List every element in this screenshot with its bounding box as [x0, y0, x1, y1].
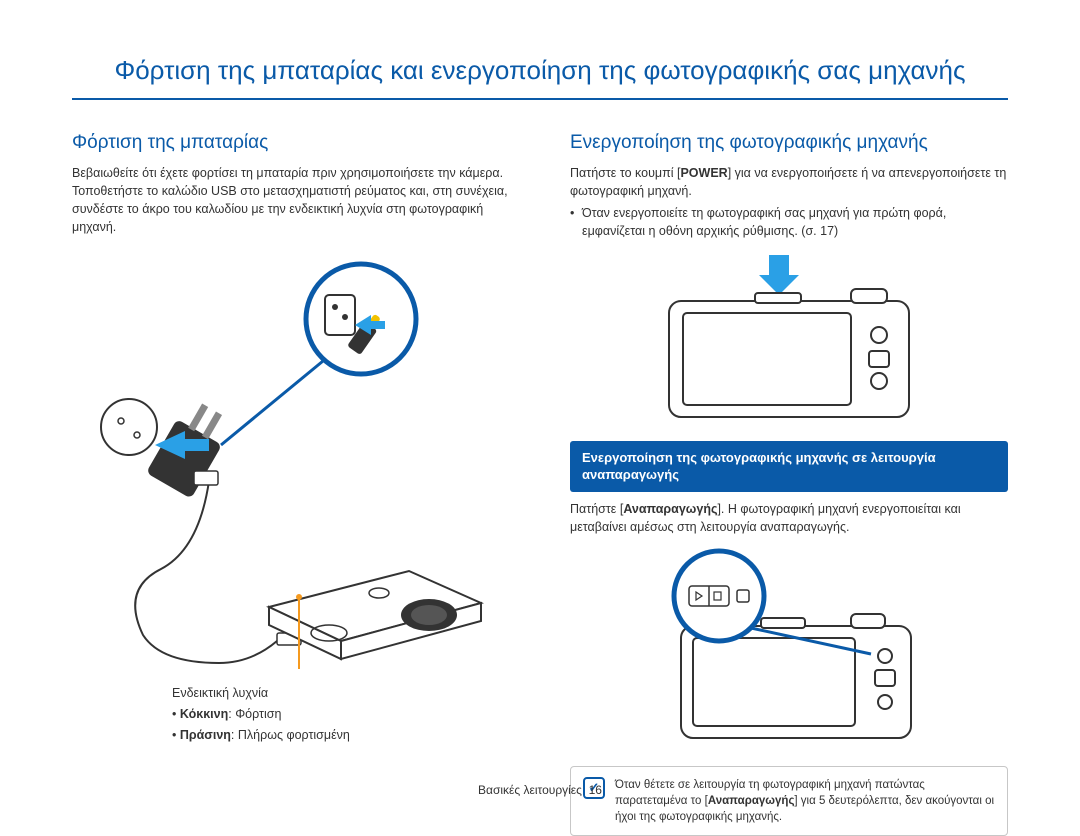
- red-label: Κόκκινη: [180, 707, 228, 721]
- note-box: ✓ Όταν θέτετε σε λειτουργία τη φωτογραφι…: [570, 766, 1008, 836]
- page-title: Φόρτιση της μπαταρίας και ενεργοποίηση τ…: [72, 55, 1008, 100]
- two-column-layout: Φόρτιση της μπαταρίας Βεβαιωθείτε ότι έχ…: [72, 132, 1008, 836]
- green-text: : Πλήρως φορτισμένη: [231, 728, 350, 742]
- para2-prefix: Πατήστε [: [570, 502, 623, 516]
- playback-diagram: [570, 548, 1008, 748]
- indicator-green-row: • Πράσινη: Πλήρως φορτισμένη: [172, 725, 510, 746]
- playback-subheading: Ενεργοποίηση της φωτογραφικής μηχανής σε…: [570, 441, 1008, 492]
- left-column: Φόρτιση της μπαταρίας Βεβαιωθείτε ότι έχ…: [72, 132, 510, 836]
- intro-prefix: Πατήστε το κουμπί [: [570, 166, 680, 180]
- green-label: Πράσινη: [180, 728, 231, 742]
- poweron-heading: Ενεργοποίηση της φωτογραφικής μηχανής: [570, 132, 1008, 154]
- first-time-bullet: Όταν ενεργοποιείτε τη φωτογραφική σας μη…: [570, 204, 1008, 240]
- indicator-title: Ενδεικτική λυχνία: [172, 683, 510, 704]
- playback-bold: Αναπαραγωγής: [623, 502, 717, 516]
- poweron-diagram: [570, 253, 1008, 423]
- page-footer: Βασικές λειτουργίες 16: [0, 783, 1080, 797]
- poweron-intro: Πατήστε το κουμπί [POWER] για να ενεργοπ…: [570, 164, 1008, 200]
- footer-page-number: 16: [589, 783, 602, 797]
- red-text: : Φόρτιση: [228, 707, 281, 721]
- indicator-light-legend: Ενδεικτική λυχνία • Κόκκινη: Φόρτιση • Π…: [172, 683, 510, 747]
- charge-intro-text: Βεβαιωθείτε ότι έχετε φορτίσει τη μπαταρ…: [72, 164, 510, 237]
- footer-label: Βασικές λειτουργίες: [478, 783, 582, 797]
- right-column: Ενεργοποίηση της φωτογραφικής μηχανής Πα…: [570, 132, 1008, 836]
- charge-heading: Φόρτιση της μπαταρίας: [72, 132, 510, 154]
- power-arrow-icon: [759, 255, 799, 295]
- indicator-red-row: • Κόκκινη: Φόρτιση: [172, 704, 510, 725]
- charging-diagram: [72, 249, 510, 669]
- playback-paragraph: Πατήστε [Αναπαραγωγής]. Η φωτογραφική μη…: [570, 500, 1008, 536]
- power-label: POWER: [680, 166, 727, 180]
